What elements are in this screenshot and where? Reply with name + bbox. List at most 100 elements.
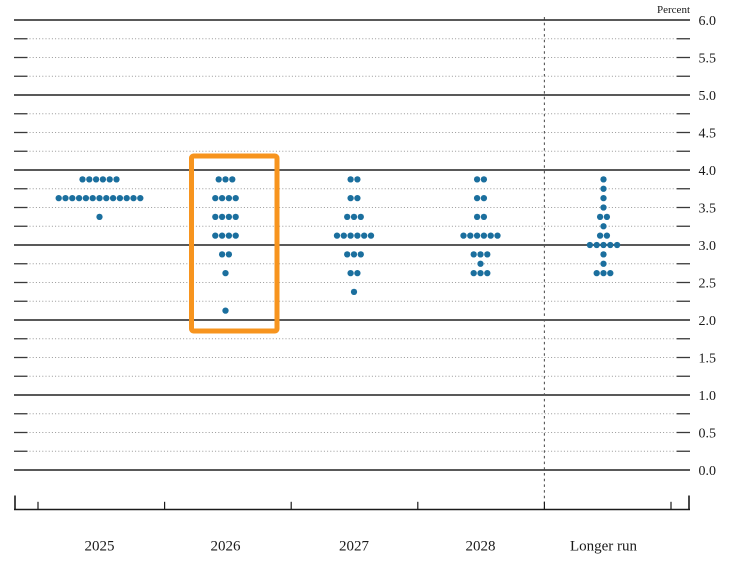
projection-dot <box>96 194 103 202</box>
y-tick-label: 3.5 <box>699 201 717 216</box>
projection-dot <box>130 194 137 202</box>
projection-dot <box>467 232 474 239</box>
y-axis-labels: 6.0 5.5 5.0 4.5 4.0 3.5 3.0 2.5 2.0 1.5 1.0 0.5 0.0 <box>699 14 717 479</box>
y-tick-label: 2.5 <box>699 276 717 291</box>
projection-dot <box>106 176 113 183</box>
projection-dot <box>473 213 481 221</box>
projection-dot <box>225 251 233 258</box>
projection-dot <box>82 194 90 202</box>
y-tick-label: 5.5 <box>699 51 717 66</box>
projection-dot <box>600 185 607 192</box>
projection-dot <box>99 176 107 183</box>
y-tick-label: 1.5 <box>699 351 717 366</box>
projection-dot <box>225 194 233 202</box>
projection-dot <box>480 213 488 221</box>
projection-dot <box>361 232 368 239</box>
projection-dot <box>473 194 481 202</box>
projection-dot <box>480 232 488 239</box>
projection-dot <box>137 194 144 202</box>
projection-dot <box>354 232 361 239</box>
dots-longer-run <box>586 176 621 277</box>
projection-dot <box>347 269 354 277</box>
projection-dot <box>232 232 239 239</box>
projection-dot <box>357 213 364 221</box>
projection-dot <box>347 176 354 183</box>
projection-dot <box>123 194 130 202</box>
dots-2027 <box>333 176 375 296</box>
projection-dot <box>600 241 607 249</box>
category-label-2027: 2027 <box>339 539 370 555</box>
y-tick-label: 2.0 <box>699 314 717 329</box>
x-axis <box>14 495 690 511</box>
category-label-2026: 2026 <box>211 539 242 555</box>
projection-dot <box>116 194 124 202</box>
projection-dot <box>69 194 76 202</box>
y-tick-label: 4.0 <box>699 164 717 179</box>
projection-dot <box>89 194 96 202</box>
projection-dot <box>473 232 481 239</box>
projection-dot <box>212 194 219 202</box>
projection-dot <box>350 251 358 258</box>
projection-dot <box>344 213 351 221</box>
projection-dot <box>215 176 222 183</box>
highlight-box-2026 <box>189 153 280 334</box>
projection-dot <box>350 288 358 296</box>
projection-dot <box>613 241 621 249</box>
projection-dot <box>75 194 83 202</box>
projection-dot <box>354 269 361 277</box>
projection-dot <box>367 232 375 239</box>
projection-dot <box>600 260 607 267</box>
projection-dot <box>354 194 361 202</box>
projection-dot <box>600 176 607 183</box>
projection-dot <box>470 251 477 258</box>
projection-dot <box>480 194 488 202</box>
projection-dot <box>222 307 229 314</box>
projection-dot <box>79 176 86 183</box>
gridlines <box>14 19 690 471</box>
projection-dot <box>340 232 347 239</box>
projection-dot <box>229 176 236 183</box>
category-label-2028: 2028 <box>466 539 496 555</box>
projection-dot <box>354 176 361 183</box>
projection-dot <box>494 232 501 239</box>
projection-dot <box>86 176 93 183</box>
projection-dot <box>596 232 604 239</box>
projection-dot <box>600 194 607 202</box>
projection-dot <box>225 232 233 239</box>
projection-dot <box>212 232 219 239</box>
projection-dot <box>222 176 229 183</box>
dots-2025 <box>55 176 144 221</box>
projection-dot <box>477 260 484 267</box>
y-axis-unit-label: Percent <box>657 4 690 16</box>
projection-dot <box>607 269 614 277</box>
projection-dot <box>218 213 226 221</box>
projection-dot <box>222 269 229 277</box>
projection-dot <box>109 194 117 202</box>
projection-dot <box>596 213 604 221</box>
x-axis-category-labels: 2025 2026 2027 2028 Longer run <box>85 539 638 555</box>
projection-dot <box>473 176 481 183</box>
projection-dot <box>347 194 354 202</box>
y-tick-label: 3.0 <box>699 239 717 254</box>
dots-2028 <box>460 176 501 277</box>
projection-dot <box>477 269 484 277</box>
projection-dot <box>103 194 110 202</box>
projection-dot <box>113 176 120 183</box>
y-tick-label: 6.0 <box>699 14 717 29</box>
y-tick-label: 5.0 <box>699 89 717 104</box>
dots-2026 <box>212 176 239 314</box>
projection-dot <box>347 232 354 239</box>
y-tick-label: 4.5 <box>699 126 717 141</box>
projection-dot <box>344 251 351 258</box>
projection-dot <box>484 251 491 258</box>
projection-dot <box>218 251 226 258</box>
projection-dot <box>607 241 614 249</box>
projection-dot <box>62 194 69 202</box>
projection-dot <box>477 251 484 258</box>
y-tick-label: 0.5 <box>699 426 717 441</box>
projection-dot <box>600 251 607 258</box>
projection-dot <box>96 213 103 221</box>
projection-dot <box>92 176 100 183</box>
projection-dot <box>350 213 358 221</box>
